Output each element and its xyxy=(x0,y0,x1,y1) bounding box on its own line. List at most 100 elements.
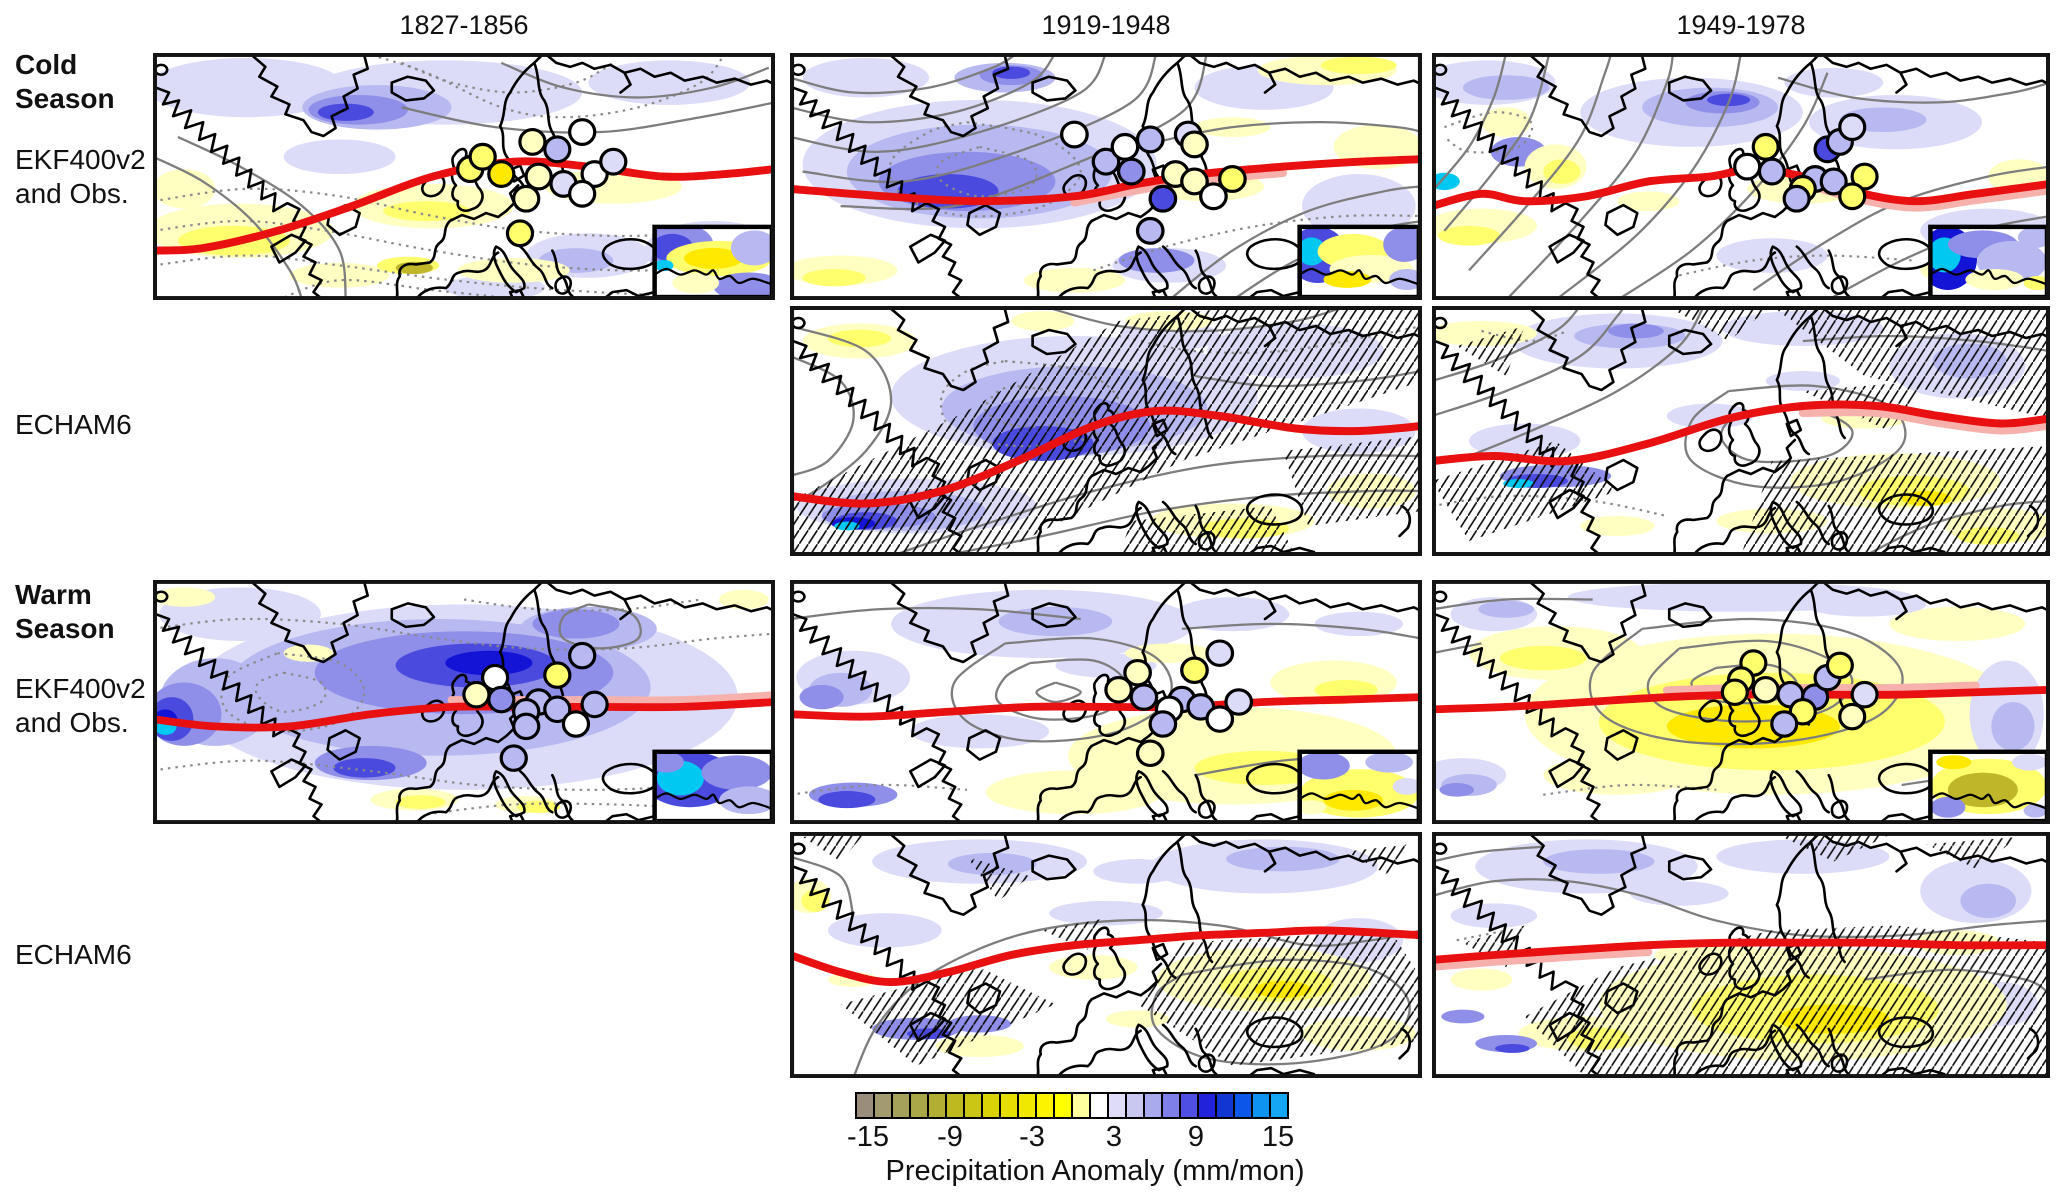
colorbar-label: Precipitation Anomaly (mm/mon) xyxy=(885,1155,1305,1187)
station-dot xyxy=(1819,167,1848,196)
station-dot xyxy=(1205,639,1235,667)
station-dot xyxy=(1104,676,1134,704)
station-dot xyxy=(1838,182,1867,211)
station-dot xyxy=(499,744,528,772)
map-svg-warm-ekf-1949-1978 xyxy=(1432,580,2050,824)
station-dot xyxy=(1751,676,1780,704)
jet-stream-line xyxy=(1432,938,2050,964)
contour-lines-solid xyxy=(1432,53,2050,300)
station-dot xyxy=(580,690,609,719)
jet-stream-shadow xyxy=(1798,408,2050,435)
colorbar-cell xyxy=(1161,1092,1181,1119)
colorbar-cell xyxy=(999,1092,1019,1119)
station-dot xyxy=(1199,182,1228,211)
station-dot xyxy=(487,160,516,188)
map-svg-warm-echam6-1949-1978 xyxy=(1432,832,2050,1078)
map-panel-warm-echam6-1949-1978 xyxy=(1432,832,2050,1078)
station-dots xyxy=(1733,113,1879,213)
panel-border xyxy=(1432,53,2050,300)
colorbar-cell xyxy=(1269,1092,1289,1119)
hatch-region xyxy=(1462,832,2050,1078)
contour-lines-dotted xyxy=(888,121,1422,272)
map-svg-warm-echam6-1919-1948 xyxy=(790,832,1422,1078)
inset-map xyxy=(1928,749,2050,824)
station-dot xyxy=(505,219,535,248)
station-dot xyxy=(1850,162,1879,191)
station-dots xyxy=(1060,120,1247,245)
column-header-1949-1978: 1949-1978 xyxy=(1676,10,1806,40)
station-dot xyxy=(568,641,597,670)
colorbar-cell xyxy=(909,1092,929,1119)
row-label-ekf400v2-warm: EKF400v2 and Obs. xyxy=(15,673,146,738)
colorbar-tick: -3 xyxy=(1019,1121,1045,1153)
row-label-warm-season: Warm Season xyxy=(15,579,115,644)
row-label-echam6-cold: ECHAM6 xyxy=(15,409,132,440)
station-dot xyxy=(561,710,591,738)
contour-lines-solid xyxy=(790,53,1422,300)
colorbar-tick: -9 xyxy=(937,1121,963,1153)
jet-stream-line xyxy=(1432,400,2050,466)
station-dot xyxy=(543,695,572,724)
map-panel-warm-echam6-1919-1948 xyxy=(790,832,1422,1078)
contour-lines-dotted xyxy=(1432,329,1668,518)
station-dot xyxy=(1757,157,1786,186)
column-header-1827-1856: 1827-1856 xyxy=(399,10,529,40)
coastline xyxy=(153,580,775,824)
station-dot xyxy=(1180,167,1209,196)
colorbar-cell xyxy=(1233,1092,1253,1119)
station-dot xyxy=(524,162,553,191)
panel-border xyxy=(790,832,1422,1078)
hatch-region xyxy=(790,306,1422,556)
row-label-cold-season: Cold Season xyxy=(15,49,115,114)
inset-coastline xyxy=(1930,792,2048,810)
station-dot xyxy=(1224,688,1254,716)
station-dot xyxy=(1135,125,1165,154)
station-dot xyxy=(1838,702,1867,731)
inset-map xyxy=(1928,224,2050,300)
panel-border xyxy=(153,53,775,300)
station-dot xyxy=(568,118,597,146)
station-dot xyxy=(543,661,572,689)
map-svg-cold-echam6-1949-1978 xyxy=(1432,306,2050,556)
inset-map xyxy=(652,749,775,824)
colorbar-cell xyxy=(1071,1092,1091,1119)
colorbar-cell xyxy=(1017,1092,1037,1119)
coastline xyxy=(790,580,1422,824)
station-dots xyxy=(456,118,628,248)
station-dot xyxy=(1148,184,1178,213)
station-dot xyxy=(568,179,597,208)
station-dot xyxy=(512,712,541,741)
map-panel-cold-ekf-1919-1948 xyxy=(790,53,1422,300)
station-dot xyxy=(1733,152,1762,181)
row-label-ekf400v2-cold: EKF400v2 and Obs. xyxy=(15,144,146,209)
map-svg-cold-echam6-1919-1948 xyxy=(790,306,1422,556)
map-svg-warm-ekf-1827-1856 xyxy=(153,580,775,824)
panel-border xyxy=(153,580,775,824)
station-dot xyxy=(462,680,491,709)
station-dot xyxy=(1770,710,1799,738)
colorbar-cell xyxy=(1179,1092,1199,1119)
colorbar-cell xyxy=(927,1092,947,1119)
inset-map xyxy=(652,224,775,300)
map-panel-cold-ekf-1827-1856 xyxy=(153,53,775,300)
map-svg-warm-ekf-1919-1948 xyxy=(790,580,1422,824)
station-dot xyxy=(468,142,497,171)
station-dot xyxy=(599,147,628,176)
colorbar-cell xyxy=(1107,1092,1127,1119)
station-dots xyxy=(1104,639,1254,768)
station-dot xyxy=(1060,120,1089,149)
station-dot xyxy=(512,184,541,213)
map-svg-cold-ekf-1919-1948 xyxy=(790,53,1422,300)
station-dot xyxy=(1148,710,1178,738)
inset-coastline xyxy=(1930,267,2048,286)
map-panel-cold-ekf-1949-1978 xyxy=(1432,53,2050,300)
station-dots xyxy=(1720,649,1879,738)
map-panel-cold-echam6-1949-1978 xyxy=(1432,306,2050,556)
panel-border xyxy=(790,306,1422,556)
colorbar-cell xyxy=(1053,1092,1073,1119)
colorbar-cell xyxy=(1215,1092,1235,1119)
station-dot xyxy=(1116,157,1146,186)
row-label-echam6-warm: ECHAM6 xyxy=(15,939,132,970)
station-dot xyxy=(1135,739,1165,768)
panel-border xyxy=(1432,832,2050,1078)
